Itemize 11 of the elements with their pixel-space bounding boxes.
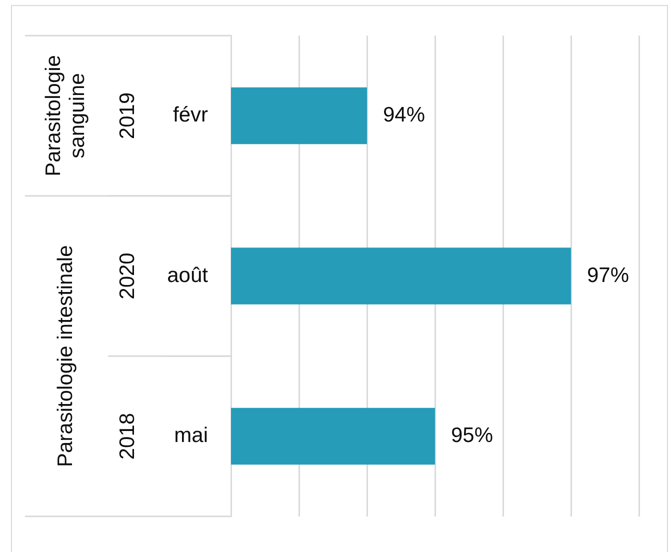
y-tick-label: août xyxy=(167,264,208,287)
data-label: 94% xyxy=(383,104,426,127)
text: 2018 xyxy=(116,412,139,460)
y-tick-label: févr xyxy=(172,104,208,127)
data-label: 95% xyxy=(451,424,494,448)
text: 2020 xyxy=(116,252,139,300)
y-tick-label: mai xyxy=(174,424,208,448)
text: Parasitologie sanguine xyxy=(42,55,89,176)
text: 2019 xyxy=(116,92,139,140)
data-label: 97% xyxy=(587,264,630,287)
text: Parasitologie intestinale xyxy=(54,245,77,468)
